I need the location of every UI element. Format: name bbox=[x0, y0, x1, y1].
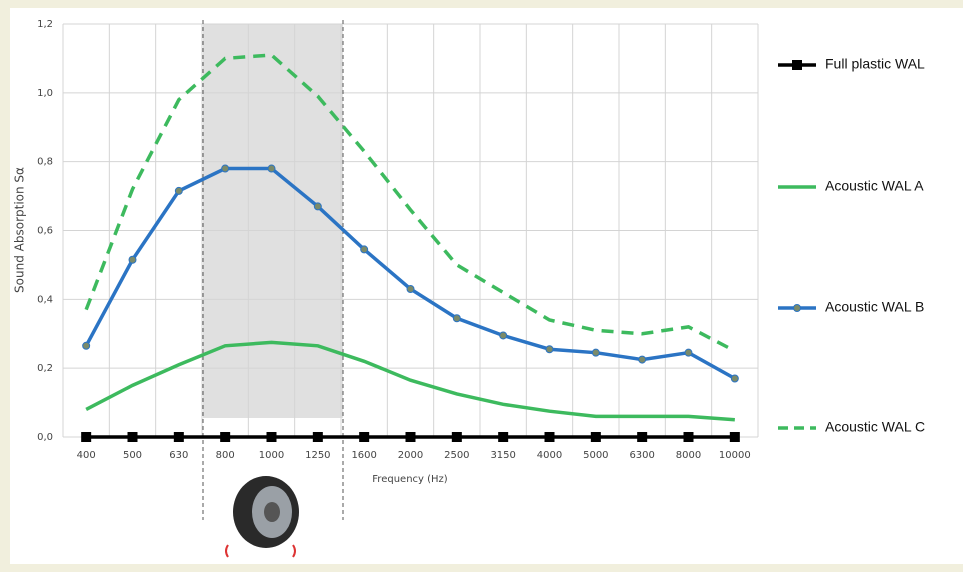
marker bbox=[407, 286, 414, 293]
x-tick-label: 800 bbox=[216, 450, 235, 461]
marker bbox=[685, 349, 692, 356]
y-tick-label: 0,0 bbox=[37, 432, 53, 443]
x-tick-label: 10000 bbox=[719, 450, 751, 461]
marker bbox=[129, 256, 136, 263]
marker bbox=[637, 432, 647, 442]
y-tick-label: 0,8 bbox=[37, 157, 53, 168]
x-tick-label: 400 bbox=[77, 450, 96, 461]
marker bbox=[545, 432, 555, 442]
x-tick-label: 500 bbox=[123, 450, 142, 461]
y-tick-label: 0,2 bbox=[37, 363, 53, 374]
marker bbox=[81, 432, 91, 442]
background bbox=[10, 8, 963, 564]
marker bbox=[267, 432, 277, 442]
x-tick-label: 1600 bbox=[351, 450, 376, 461]
marker bbox=[684, 432, 694, 442]
legend-label: Full plastic WAL bbox=[825, 56, 925, 72]
x-tick-label: 6300 bbox=[629, 450, 654, 461]
x-tick-label: 630 bbox=[169, 450, 188, 461]
marker bbox=[359, 432, 369, 442]
marker bbox=[730, 432, 740, 442]
y-tick-label: 1,0 bbox=[37, 88, 53, 99]
marker bbox=[128, 432, 138, 442]
marker bbox=[174, 432, 184, 442]
marker bbox=[592, 349, 599, 356]
marker bbox=[731, 375, 738, 382]
legend-marker bbox=[794, 305, 801, 312]
marker bbox=[175, 187, 182, 194]
marker bbox=[639, 356, 646, 363]
marker bbox=[452, 432, 462, 442]
marker bbox=[406, 432, 416, 442]
x-tick-label: 5000 bbox=[583, 450, 608, 461]
marker bbox=[498, 432, 508, 442]
legend-label: Acoustic WAL C bbox=[825, 419, 925, 435]
x-tick-label: 1250 bbox=[305, 450, 330, 461]
page: Sound Absorption Sα Frequency (Hz) 0,0 0,… bbox=[0, 0, 963, 572]
marker bbox=[268, 165, 275, 172]
x-tick-label: 3150 bbox=[490, 450, 515, 461]
marker bbox=[83, 342, 90, 349]
legend-marker bbox=[792, 60, 802, 70]
legend-label: Acoustic WAL B bbox=[825, 299, 924, 315]
y-tick-label: 1,2 bbox=[37, 19, 53, 30]
marker bbox=[222, 165, 229, 172]
x-tick-label: 2000 bbox=[398, 450, 423, 461]
x-tick-label: 1000 bbox=[259, 450, 284, 461]
marker bbox=[313, 432, 323, 442]
y-axis-label: Sound Absorption Sα bbox=[13, 167, 27, 293]
chart: Sound Absorption Sα Frequency (Hz) 0,0 0,… bbox=[0, 0, 963, 572]
highlight-band bbox=[203, 24, 343, 418]
marker bbox=[453, 315, 460, 322]
y-tick-label: 0,6 bbox=[37, 226, 53, 237]
legend-label: Acoustic WAL A bbox=[825, 178, 924, 194]
marker bbox=[591, 432, 601, 442]
x-tick-label: 2500 bbox=[444, 450, 469, 461]
marker bbox=[361, 246, 368, 253]
marker bbox=[500, 332, 507, 339]
marker bbox=[220, 432, 230, 442]
x-tick-label: 8000 bbox=[676, 450, 701, 461]
marker bbox=[546, 346, 553, 353]
x-tick-label: 4000 bbox=[537, 450, 562, 461]
marker bbox=[314, 203, 321, 210]
x-axis-label: Frequency (Hz) bbox=[372, 474, 448, 485]
y-tick-label: 0,4 bbox=[37, 294, 53, 305]
